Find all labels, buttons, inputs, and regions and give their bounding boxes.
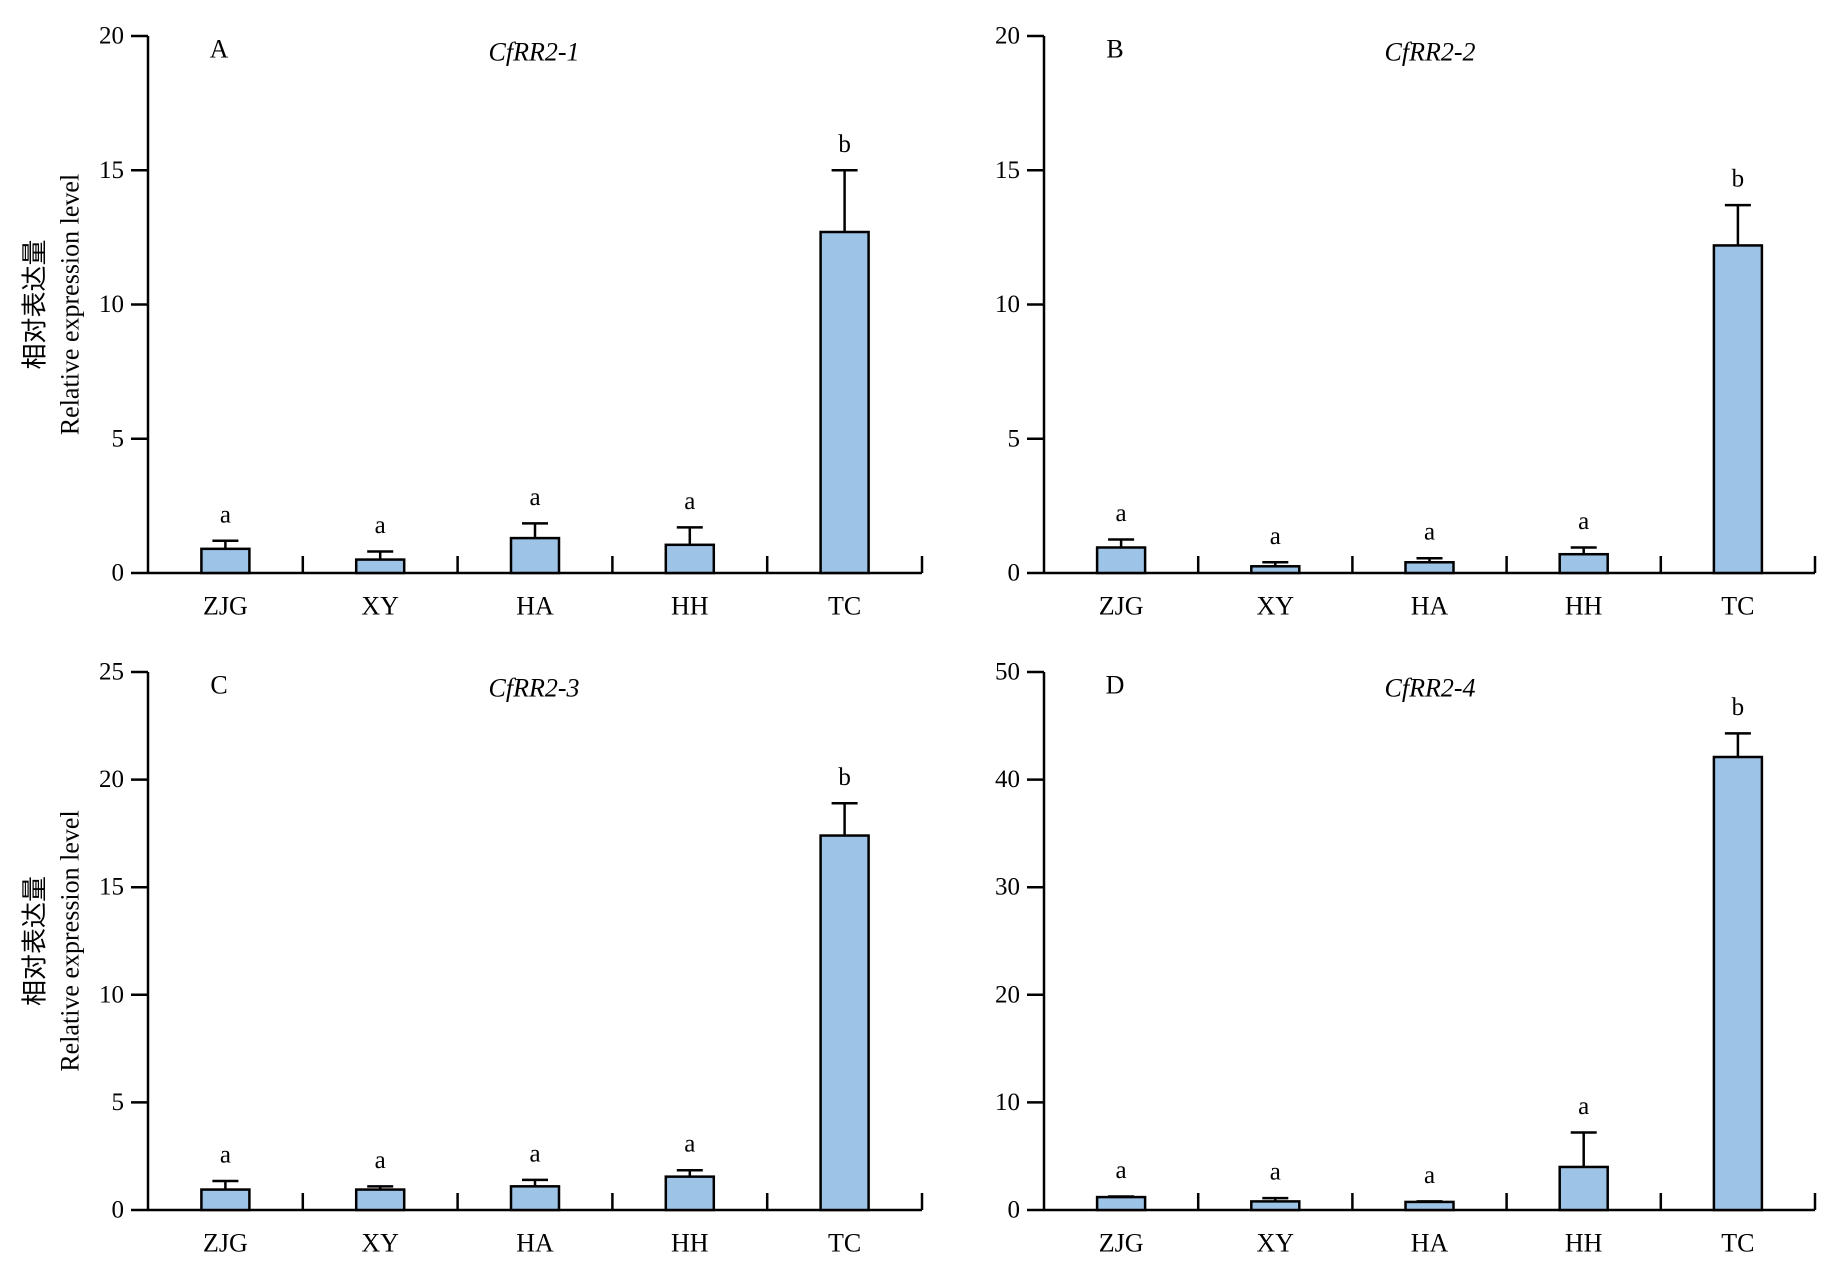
- bar-ha: [1404, 561, 1455, 575]
- bar-xy: [354, 1188, 406, 1212]
- significance-label: a: [1270, 1159, 1281, 1186]
- y-tick-label: 0: [1008, 1197, 1021, 1224]
- y-axis-label-cn: 相对表达量: [21, 876, 50, 1006]
- category-label: XY: [1257, 592, 1295, 621]
- significance-label: a: [1116, 500, 1127, 527]
- category-label: ZJG: [1099, 592, 1144, 621]
- panel-title: CfRR2-4: [1385, 674, 1476, 703]
- y-tick-label: 50: [995, 659, 1020, 686]
- category-label: HH: [671, 1229, 709, 1258]
- significance-label: a: [529, 1140, 540, 1167]
- category-label: XY: [361, 1229, 399, 1258]
- category-label: HH: [1565, 1229, 1603, 1258]
- category-label: ZJG: [203, 1229, 248, 1258]
- bar-ha: [509, 1185, 561, 1212]
- y-tick-label: 5: [1008, 425, 1021, 452]
- category-label: HA: [1411, 1229, 1449, 1258]
- category-label: ZJG: [203, 592, 248, 621]
- bar-tc: [1712, 244, 1764, 575]
- significance-label: a: [1578, 508, 1589, 535]
- y-tick-label: 25: [99, 659, 124, 686]
- bar-ha: [1404, 1200, 1455, 1212]
- y-tick-label: 40: [995, 766, 1020, 793]
- significance-label: a: [1270, 523, 1281, 550]
- category-label: TC: [828, 1229, 861, 1258]
- y-tick-label: 20: [99, 766, 124, 793]
- significance-label: a: [1424, 519, 1435, 546]
- y-tick-label: 20: [995, 981, 1020, 1008]
- significance-label: a: [220, 501, 231, 528]
- panel-title: CfRR2-1: [489, 38, 580, 67]
- panel-label: C: [210, 671, 227, 700]
- significance-label: b: [838, 131, 851, 158]
- category-label: HH: [671, 592, 709, 621]
- significance-label: b: [1732, 166, 1745, 193]
- panel-label: A: [210, 35, 229, 64]
- y-axis-label-en: Relative expression level: [56, 810, 85, 1071]
- bar-tc: [1712, 755, 1764, 1212]
- bar-tc: [819, 230, 870, 575]
- significance-label: a: [684, 488, 695, 515]
- y-tick-label: 10: [99, 291, 124, 318]
- bar-zjg: [1095, 546, 1147, 575]
- y-tick-label: 20: [995, 23, 1020, 50]
- significance-label: a: [529, 484, 540, 511]
- significance-label: a: [220, 1141, 231, 1168]
- y-tick-label: 0: [1008, 560, 1021, 587]
- significance-label: a: [1578, 1093, 1589, 1120]
- bar-hh: [1558, 552, 1609, 575]
- bar-tc: [819, 834, 870, 1212]
- panel-label: D: [1106, 671, 1125, 700]
- category-label: HA: [1411, 592, 1449, 621]
- y-tick-label: 15: [99, 157, 124, 184]
- significance-label: a: [684, 1131, 695, 1158]
- y-tick-label: 0: [112, 1197, 125, 1224]
- bar-xy: [354, 558, 406, 575]
- y-tick-label: 15: [995, 157, 1020, 184]
- y-tick-label: 5: [112, 1089, 125, 1116]
- panel-c: 0 5 10 15 20 25 a ZJG a XY a HA a HH b TC C CfRR2-3 相对表达量 R…: [21, 659, 924, 1258]
- significance-label: b: [1732, 694, 1745, 721]
- category-label: TC: [1721, 1229, 1754, 1258]
- category-label: XY: [1257, 1229, 1295, 1258]
- y-axis-label-en: Relative expression level: [56, 174, 85, 435]
- bar-hh: [1558, 1165, 1609, 1212]
- panel-a: 0 5 10 15 20 a ZJG a XY a HA a HH b TC A CfRR2-1 相对表达量 Rel…: [21, 23, 924, 621]
- panel-d: 0 10 20 30 40 50 a ZJG a XY a HA a HH b TC D CfRR2-4: [995, 659, 1817, 1258]
- bar-hh: [664, 1175, 716, 1212]
- bar-xy: [1250, 565, 1301, 575]
- category-label: TC: [1721, 592, 1754, 621]
- panel-label: B: [1106, 35, 1123, 64]
- category-label: XY: [361, 592, 399, 621]
- significance-label: a: [375, 512, 386, 539]
- y-tick-label: 10: [995, 291, 1020, 318]
- y-tick-label: 5: [112, 425, 125, 452]
- bar-zjg: [200, 1188, 251, 1212]
- y-tick-label: 0: [112, 560, 125, 587]
- y-tick-label: 30: [995, 874, 1020, 901]
- y-tick-label: 15: [99, 874, 124, 901]
- category-label: ZJG: [1099, 1229, 1144, 1258]
- bar-ha: [509, 536, 561, 575]
- category-label: TC: [828, 592, 861, 621]
- panel-title: CfRR2-3: [489, 674, 580, 703]
- significance-label: a: [1116, 1157, 1127, 1184]
- category-label: HA: [516, 1229, 554, 1258]
- bar-xy: [1250, 1200, 1301, 1212]
- significance-label: a: [375, 1147, 386, 1174]
- panel-b: 0 5 10 15 20 a ZJG a XY a HA a HH b TC B CfRR2-2: [995, 23, 1817, 621]
- y-tick-label: 10: [995, 1089, 1020, 1116]
- y-tick-label: 10: [99, 981, 124, 1008]
- y-axis-label-cn: 相对表达量: [21, 239, 50, 369]
- bar-zjg: [1095, 1195, 1147, 1212]
- panel-title: CfRR2-2: [1385, 38, 1476, 67]
- bar-hh: [664, 543, 716, 575]
- category-label: HA: [516, 592, 554, 621]
- y-tick-label: 20: [99, 23, 124, 50]
- significance-label: b: [838, 764, 851, 791]
- significance-label: a: [1424, 1162, 1435, 1189]
- bar-zjg: [200, 547, 251, 575]
- category-label: HH: [1565, 592, 1603, 621]
